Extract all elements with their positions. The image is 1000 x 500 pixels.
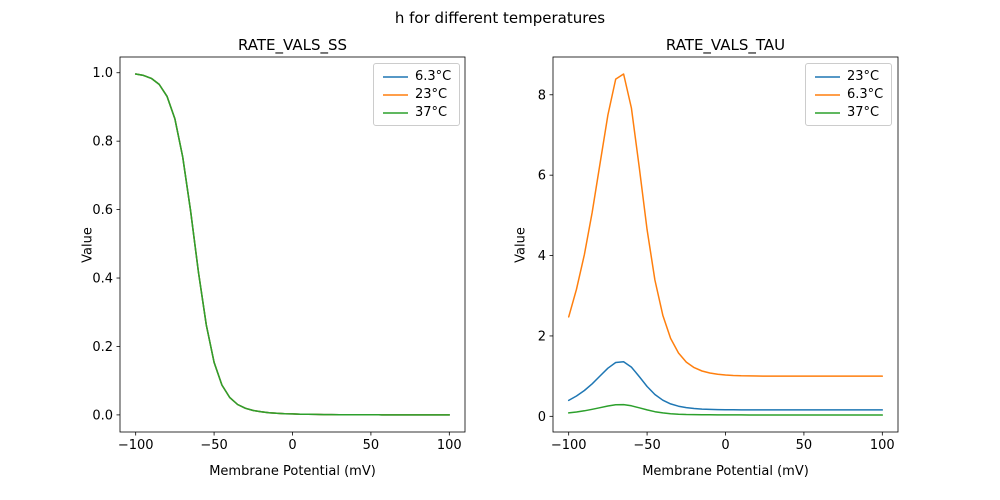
y-tick-label: 0.2	[92, 340, 113, 355]
y-tick-label: 1.0	[92, 66, 113, 81]
legend-label: 6.3°C	[415, 69, 452, 84]
x-tick-label: 100	[870, 438, 895, 453]
legend-label: 37°C	[847, 105, 880, 120]
series-line-23°C	[567, 360, 884, 411]
legend-label: 23°C	[415, 87, 448, 102]
series-line-37°C	[567, 403, 884, 416]
legend-label: 23°C	[847, 69, 880, 84]
y-tick-label: 2	[538, 329, 546, 344]
y-tick-label: 8	[538, 88, 546, 103]
x-tick-label: 0	[721, 438, 729, 453]
y-tick-label: 0	[538, 410, 546, 425]
y-axis-label-right: Value	[513, 227, 529, 263]
series-line-6.3°C	[567, 73, 884, 377]
legend-label: 37°C	[415, 105, 448, 120]
y-tick-label: 0.6	[92, 203, 113, 218]
legend-line-swatch	[815, 93, 840, 96]
legend-left: 6.3°C 23°C 37°C	[373, 63, 461, 126]
x-tick-label: 100	[437, 438, 462, 453]
x-tick-label: 50	[796, 438, 813, 453]
x-tick-label: −50	[200, 438, 227, 453]
legend-item: 37°C	[382, 105, 451, 120]
legend-line-swatch	[383, 75, 408, 78]
y-axis-label-left: Value	[80, 227, 96, 263]
y-tick-label: 0.0	[92, 408, 113, 423]
legend-item: 23°C	[382, 87, 451, 102]
legend-right: 23°C 6.3°C 37°C	[805, 63, 893, 126]
chart-title-rate-vals-tau: RATE_VALS_TAU	[665, 36, 786, 54]
x-tick-label: −100	[551, 438, 587, 453]
y-tick-label: 4	[538, 249, 546, 264]
chart-title-rate-vals-ss: RATE_VALS_SS	[237, 36, 348, 54]
x-tick-label: −100	[118, 438, 154, 453]
y-tick-label: 0.8	[92, 135, 113, 150]
legend-line-swatch	[383, 93, 408, 96]
x-tick-label: 50	[363, 438, 380, 453]
x-axis-label-right: Membrane Potential (mV)	[642, 464, 809, 479]
y-tick-label: 6	[538, 169, 546, 184]
legend-line-swatch	[815, 111, 840, 114]
series-line-37°C	[134, 73, 451, 416]
legend-item: 37°C	[814, 105, 883, 120]
x-tick-label: −50	[633, 438, 660, 453]
x-tick-label: 0	[288, 438, 296, 453]
y-tick-label: 0.4	[92, 272, 113, 287]
x-axis-label-left: Membrane Potential (mV)	[209, 464, 376, 479]
legend-line-swatch	[815, 75, 840, 78]
legend-item: 6.3°C	[814, 87, 883, 102]
legend-line-swatch	[383, 111, 408, 114]
legend-label: 6.3°C	[847, 87, 884, 102]
legend-item: 6.3°C	[382, 69, 451, 84]
figure-title: h for different temperatures	[394, 9, 606, 27]
legend-item: 23°C	[814, 69, 883, 84]
